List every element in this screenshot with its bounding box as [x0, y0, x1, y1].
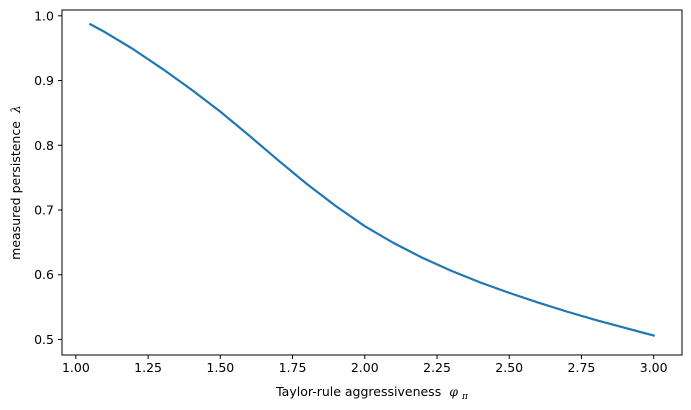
plot-area — [88, 22, 656, 337]
x-tick-label: 2.25 — [423, 360, 451, 375]
series-line-0 — [88, 22, 656, 337]
x-axis: 1.00 1.25 1.50 1.75 2.00 2.25 2.50 2.75 3.00 — [62, 355, 668, 375]
x-tick-label: 2.50 — [495, 360, 523, 375]
y-axis-label-symbol: λ — [8, 105, 23, 114]
y-axis-label-text: measured persistence — [8, 121, 23, 260]
x-axis-label: Taylor-rule aggressiveness φ π — [275, 384, 469, 402]
x-axis-label-symbol: φ — [449, 384, 458, 399]
y-axis: 0.5 0.6 0.7 0.8 0.9 1.0 — [34, 8, 62, 347]
x-tick-label: 2.75 — [568, 360, 596, 375]
y-tick-label: 0.5 — [34, 332, 54, 347]
x-tick-label: 1.50 — [206, 360, 234, 375]
y-tick-label: 0.7 — [34, 203, 54, 218]
y-tick-label: 0.6 — [34, 267, 54, 282]
x-axis-label-subscript: π — [461, 392, 469, 402]
y-axis-label: measured persistence λ — [8, 105, 23, 260]
y-tick-label: 0.8 — [34, 138, 54, 153]
x-tick-label: 1.75 — [279, 360, 307, 375]
x-tick-label: 1.25 — [134, 360, 162, 375]
x-axis-label-text: Taylor-rule aggressiveness — [275, 384, 441, 399]
x-tick-label: 1.00 — [62, 360, 90, 375]
x-tick-label: 2.00 — [351, 360, 379, 375]
plot-frame — [61, 9, 683, 356]
y-tick-label: 1.0 — [34, 8, 54, 23]
x-tick-label: 3.00 — [640, 360, 668, 375]
y-tick-label: 0.9 — [34, 73, 54, 88]
